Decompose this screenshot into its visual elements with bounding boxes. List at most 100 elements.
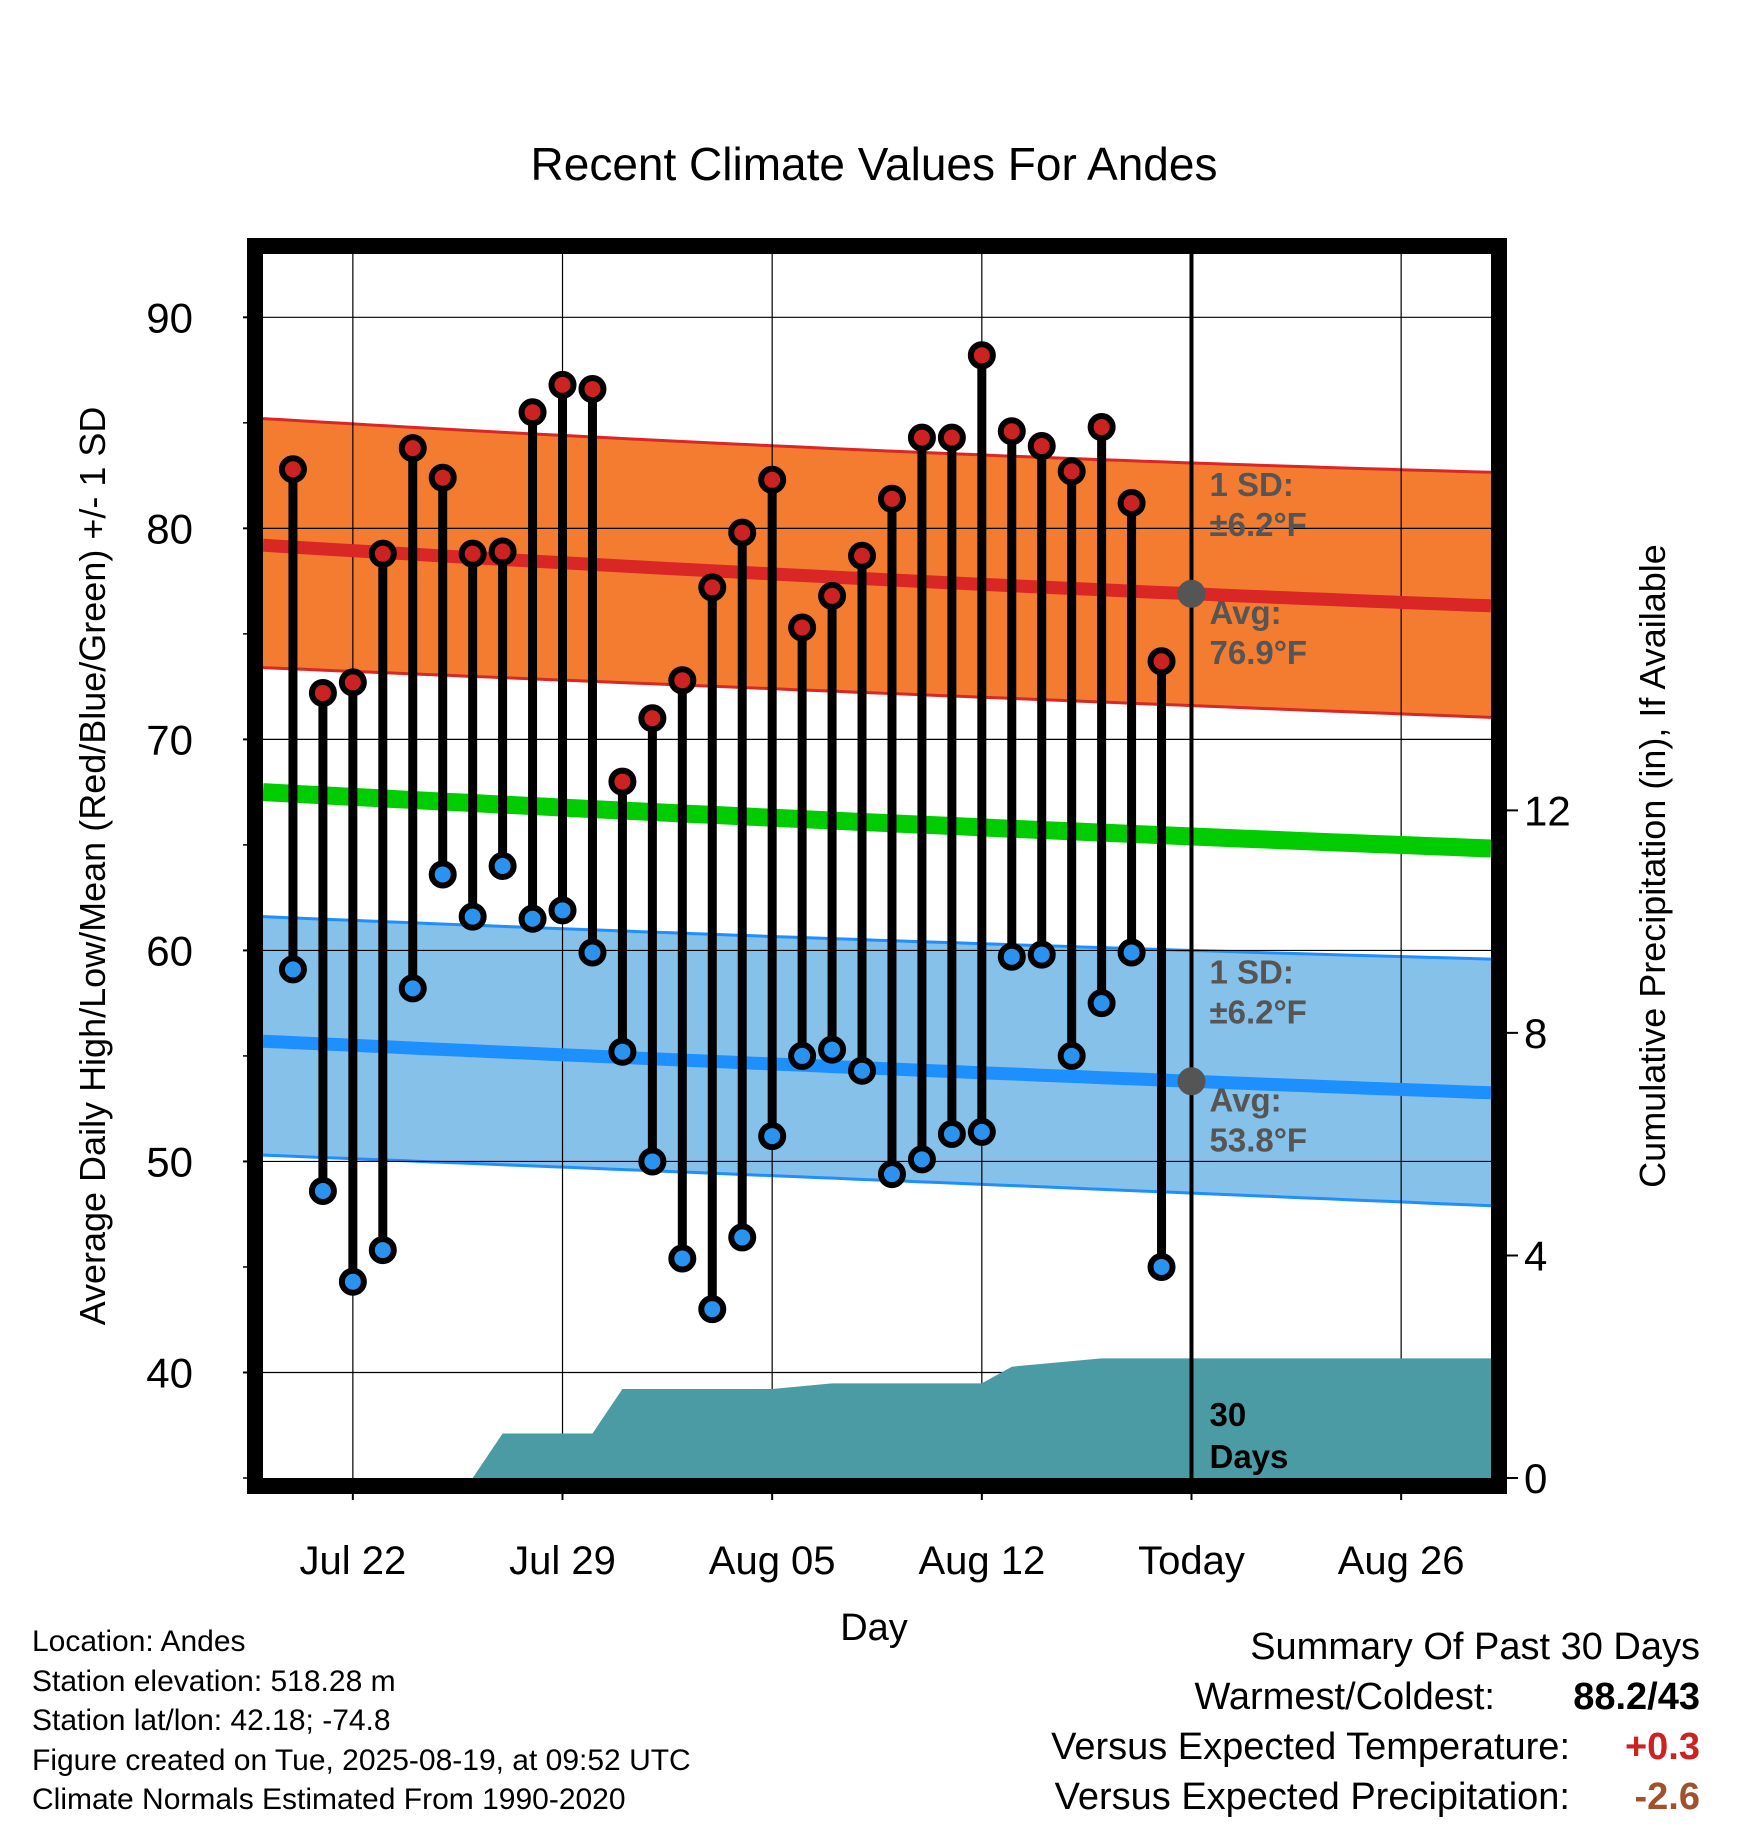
daily-high-point (698, 573, 727, 602)
normal-low-line (262, 1034, 1492, 1100)
daily-low-point (937, 1120, 966, 1149)
daily-high-point (877, 484, 906, 513)
normal-mean-line (262, 783, 1492, 858)
high-sd-value: ±6.2°F (1209, 506, 1306, 543)
low-sd-label: 1 SD: (1209, 953, 1293, 990)
daily-high-point (488, 537, 517, 566)
y2-tick-label: 0 (1524, 1455, 1547, 1502)
daily-low-point (428, 860, 457, 889)
daily-high-point (398, 434, 427, 463)
daily-high-point (608, 767, 637, 796)
daily-low-point (877, 1160, 906, 1189)
precipitation-area (263, 1358, 1491, 1478)
summary-title: Summary Of Past 30 Days (1250, 1626, 1700, 1668)
daily-high-point (278, 455, 307, 484)
daily-low-point (548, 896, 577, 925)
daily-high-point (1147, 647, 1176, 676)
daily-low-point (967, 1117, 996, 1146)
chart-title: Recent Climate Values For Andes (531, 138, 1218, 190)
y-tick-label: 50 (146, 1138, 193, 1185)
daily-low-point (1147, 1252, 1176, 1281)
daily-low-point (907, 1145, 936, 1174)
daily-low-point (578, 938, 607, 967)
summary-row-temperature: Versus Expected Temperature: +0.3 (1051, 1722, 1700, 1772)
normal-low-band (263, 916, 1491, 1206)
today-high-marker (1177, 579, 1206, 608)
daily-high-point (1027, 432, 1056, 461)
daily-high-point (818, 581, 847, 610)
normal-high-band-upper-edge (262, 417, 1492, 474)
daily-high-point (368, 539, 397, 568)
normals-text: Climate Normals Estimated From 1990-2020 (32, 1783, 626, 1816)
low-avg-label: Avg: (1209, 1081, 1281, 1118)
daily-low-point (818, 1035, 847, 1064)
daily-low-point (668, 1244, 697, 1273)
y-tick-label: 60 (146, 927, 193, 974)
normal-low-band-lower-edge (262, 1153, 1492, 1208)
temp-label: Versus Expected Temperature: (1051, 1726, 1570, 1768)
high-avg-label: Avg: (1209, 594, 1281, 631)
location-text: Location: Andes (32, 1625, 246, 1658)
high-avg-value: 76.9°F (1209, 634, 1307, 671)
daily-low-point (698, 1295, 727, 1324)
plot-frame (247, 238, 1507, 1494)
daily-low-point (398, 974, 427, 1003)
daily-high-point (907, 423, 936, 452)
daily-high-point (937, 423, 966, 452)
x-tick-label: Aug 12 (918, 1539, 1045, 1583)
y-axis-label: Average Daily High/Low/Mean (Red/Blue/Gr… (72, 407, 113, 1326)
latlon-text: Station lat/lon: 42.18; -74.8 (32, 1704, 391, 1737)
daily-low-point (1087, 989, 1116, 1018)
normal-high-band (263, 418, 1491, 718)
daily-high-point (967, 341, 996, 370)
daily-high-point (458, 539, 487, 568)
warm-cold-value: 88.2/43 (1573, 1676, 1700, 1718)
normal-high-band-lower-edge (262, 666, 1492, 719)
y2-tick-label: 8 (1524, 1010, 1547, 1057)
summary-row-precipitation: Versus Expected Precipitation: -2.6 (1051, 1772, 1700, 1822)
daily-low-point (758, 1122, 787, 1151)
temp-value: +0.3 (1624, 1726, 1700, 1768)
daily-low-point (518, 904, 547, 933)
daily-low-point (728, 1223, 757, 1252)
daily-low-point (1057, 1041, 1086, 1070)
summary-panel: Summary Of Past 30 Days Warmest/Coldest:… (1051, 1622, 1700, 1822)
daily-low-point (848, 1056, 877, 1085)
daily-low-point (638, 1147, 667, 1176)
daily-low-point (788, 1041, 817, 1070)
created-text: Figure created on Tue, 2025-08-19, at 09… (32, 1743, 691, 1777)
daily-low-point (1027, 940, 1056, 969)
y-tick-label: 90 (146, 294, 193, 341)
daily-low-point (997, 942, 1026, 971)
y2-axis-label: Cumulative Precipitation (in), If Availa… (1632, 544, 1673, 1188)
x-axis-label: Day (840, 1607, 908, 1649)
y2-tick-label: 12 (1524, 787, 1571, 834)
precip-label: Versus Expected Precipitation: (1054, 1776, 1570, 1818)
daily-high-point (1087, 413, 1116, 442)
today-low-marker (1177, 1067, 1206, 1096)
daily-low-point (488, 852, 517, 880)
daily-high-point (338, 668, 367, 697)
daily-high-point (638, 704, 667, 733)
station-info: Location: Andes Station elevation: 518.2… (32, 1622, 691, 1820)
daily-low-point (608, 1037, 637, 1066)
x-tick-label: Aug 26 (1338, 1539, 1465, 1583)
elevation-text: Station elevation: 518.28 m (32, 1664, 396, 1698)
x-tick-label: Jul 29 (509, 1539, 616, 1583)
daily-high-point (758, 465, 787, 494)
daily-low-point (278, 955, 307, 984)
daily-high-point (518, 398, 547, 427)
daily-high-point (308, 678, 337, 707)
y-tick-label: 80 (146, 505, 193, 552)
y-tick-label: 40 (146, 1349, 193, 1396)
daily-high-point (578, 375, 607, 404)
y-tick-label: 70 (146, 716, 193, 763)
low-avg-value: 53.8°F (1209, 1121, 1307, 1158)
high-sd-label: 1 SD: (1209, 466, 1293, 503)
daily-high-point (788, 613, 817, 642)
daily-low-point (338, 1267, 367, 1296)
daily-high-point (668, 666, 697, 695)
warm-cold-label: Warmest/Coldest: (1194, 1676, 1495, 1718)
daily-high-point (728, 518, 757, 547)
daily-low-point (308, 1176, 337, 1205)
